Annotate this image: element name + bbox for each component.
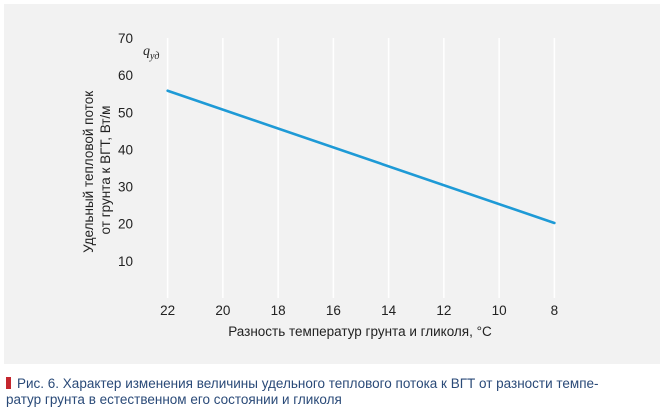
y-tick-label: 30 (118, 180, 133, 195)
y-tick-label: 40 (118, 142, 133, 157)
series-label: qуд (143, 44, 159, 62)
line-chart: 10 20 30 40 50 60 70 22 20 18 16 14 12 10 8 qуд Удель… (81, 31, 558, 339)
x-tick-label: 18 (271, 303, 286, 318)
y-tick-label: 60 (118, 68, 133, 83)
x-tick-label: 20 (215, 303, 230, 318)
x-tick-label: 10 (492, 303, 507, 318)
figure-caption: Рис. 6. Характер изменения величины удел… (6, 376, 660, 408)
y-tick-label: 50 (118, 105, 133, 120)
y-axis-label: Удельный тепловой поток от грунта к ВГТ,… (81, 87, 113, 253)
chart-panel (4, 4, 660, 364)
x-tick-labels: 22 20 18 16 14 12 10 8 (160, 303, 558, 318)
x-tick-label: 12 (436, 303, 451, 318)
x-axis-label: Разность температур грунта и гликоля, °С (228, 324, 492, 339)
series-layer (166, 89, 556, 225)
series-label-main: q (143, 44, 150, 59)
y-tick-label: 20 (118, 217, 133, 232)
series-label-subscript: уд (149, 51, 159, 62)
x-tick-label: 16 (326, 303, 341, 318)
grid-lines (166, 38, 556, 298)
y-axis-label-line2: от грунта к ВГТ, Вт/м (98, 106, 113, 235)
x-tick-label: 8 (551, 303, 559, 318)
caption-line2: ратур грунта в естественном его состояни… (6, 392, 342, 407)
series-line-0 (166, 89, 556, 225)
y-tick-label: 70 (118, 31, 133, 46)
y-tick-label: 10 (118, 254, 133, 269)
y-tick-labels: 10 20 30 40 50 60 70 (118, 31, 133, 269)
caption-line1: Рис. 6. Характер изменения величины удел… (17, 376, 599, 391)
y-axis-label-line1: Удельный тепловой поток (81, 91, 96, 253)
x-tick-label: 14 (381, 303, 397, 318)
x-tick-label: 22 (160, 303, 175, 318)
caption-marker (6, 377, 11, 389)
